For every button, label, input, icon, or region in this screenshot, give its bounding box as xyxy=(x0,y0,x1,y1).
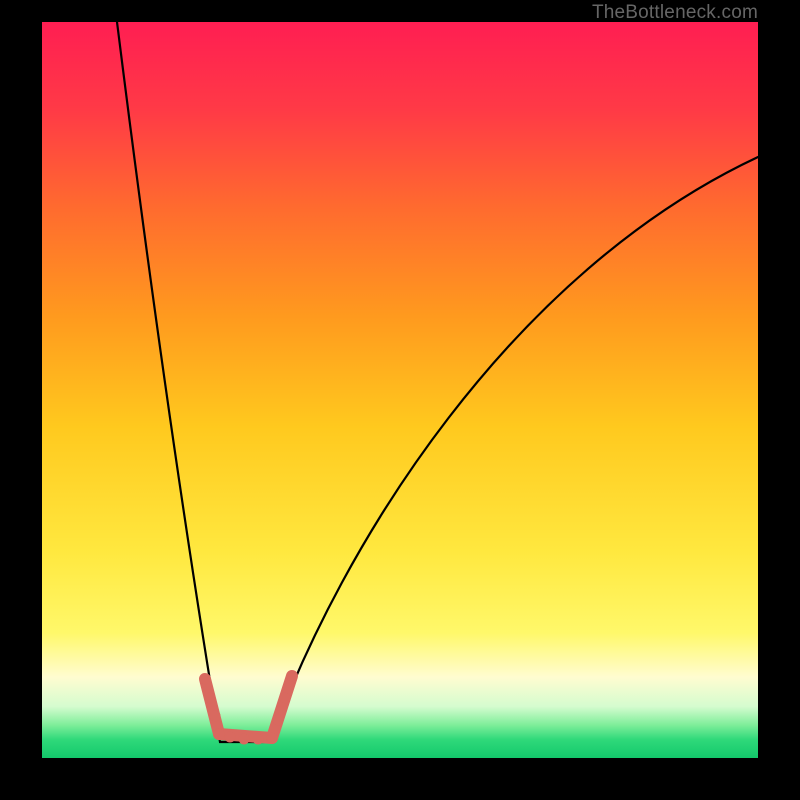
plot-area xyxy=(42,22,758,758)
bottleneck-curve xyxy=(117,22,758,742)
bottleneck-marker xyxy=(200,671,298,745)
watermark-text: TheBottleneck.com xyxy=(592,2,758,24)
curve-layer xyxy=(42,22,758,758)
